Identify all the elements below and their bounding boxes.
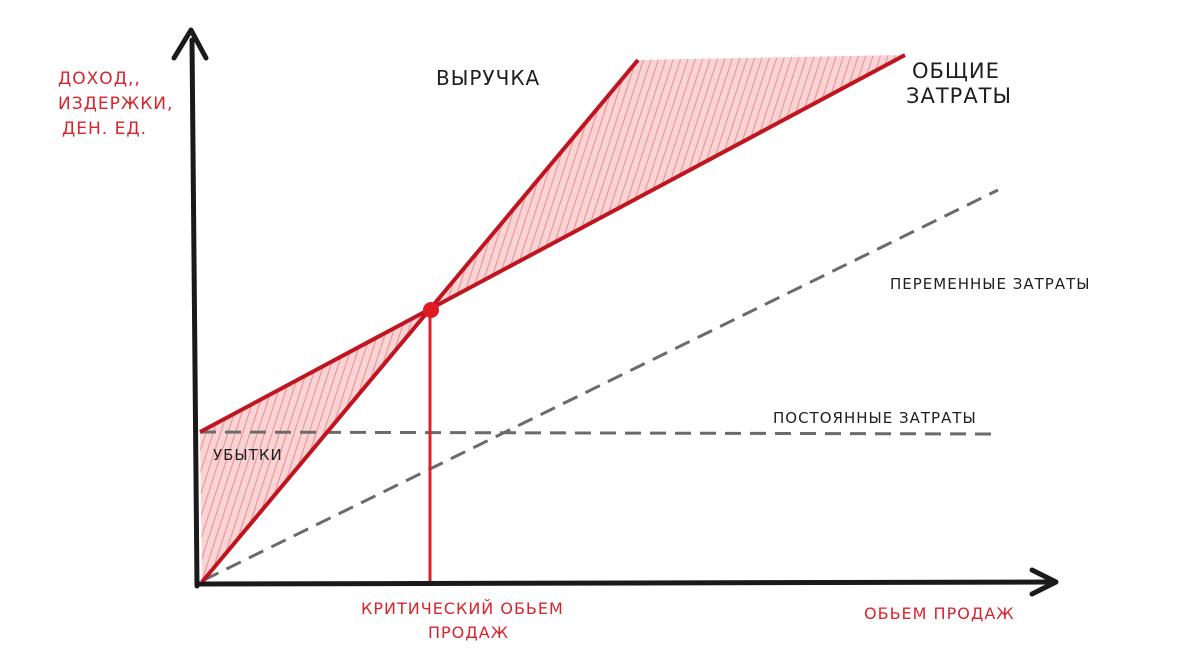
revenue-line <box>200 58 640 584</box>
x-axis <box>194 579 1053 587</box>
x-axis-label: ОБЬЕМ ПРОДАЖ <box>864 604 1015 623</box>
break-even-point <box>423 302 439 318</box>
y-axis <box>189 37 200 589</box>
break-even-label-line-1: КРИТИЧЕСКИЙ ОБЬЕМ <box>361 599 564 618</box>
losses-label: УБЫТКИ <box>213 446 283 464</box>
fixed-costs-label: ПОСТОЯННЫЕ ЗАТРАТЫ <box>773 409 977 427</box>
y-axis-arrowhead <box>171 27 209 61</box>
variable-costs-line <box>203 188 999 582</box>
y-axis-label-line-1: ДОХОД,, <box>58 69 141 89</box>
revenue-label: ВЫРУЧКА <box>436 66 540 90</box>
variable-costs-label: ПЕРЕМЕННЫЕ ЗАТРАТЫ <box>890 275 1090 293</box>
total-costs-label-line-1: ОБЩИЕ <box>912 59 1000 83</box>
total-costs-line <box>199 53 906 434</box>
y-axis-label-line-2: ИЗДЕРЖКИ, <box>58 94 173 114</box>
break-even-label-line-2: ПРОДАЖ <box>428 623 509 642</box>
x-axis-arrowhead <box>1029 567 1059 597</box>
total-costs-label-line-2: ЗАТРАТЫ <box>906 84 1012 108</box>
fixed-costs-line <box>199 430 1001 436</box>
y-axis-label-line-3: ДЕН. ЕД. <box>62 119 147 139</box>
